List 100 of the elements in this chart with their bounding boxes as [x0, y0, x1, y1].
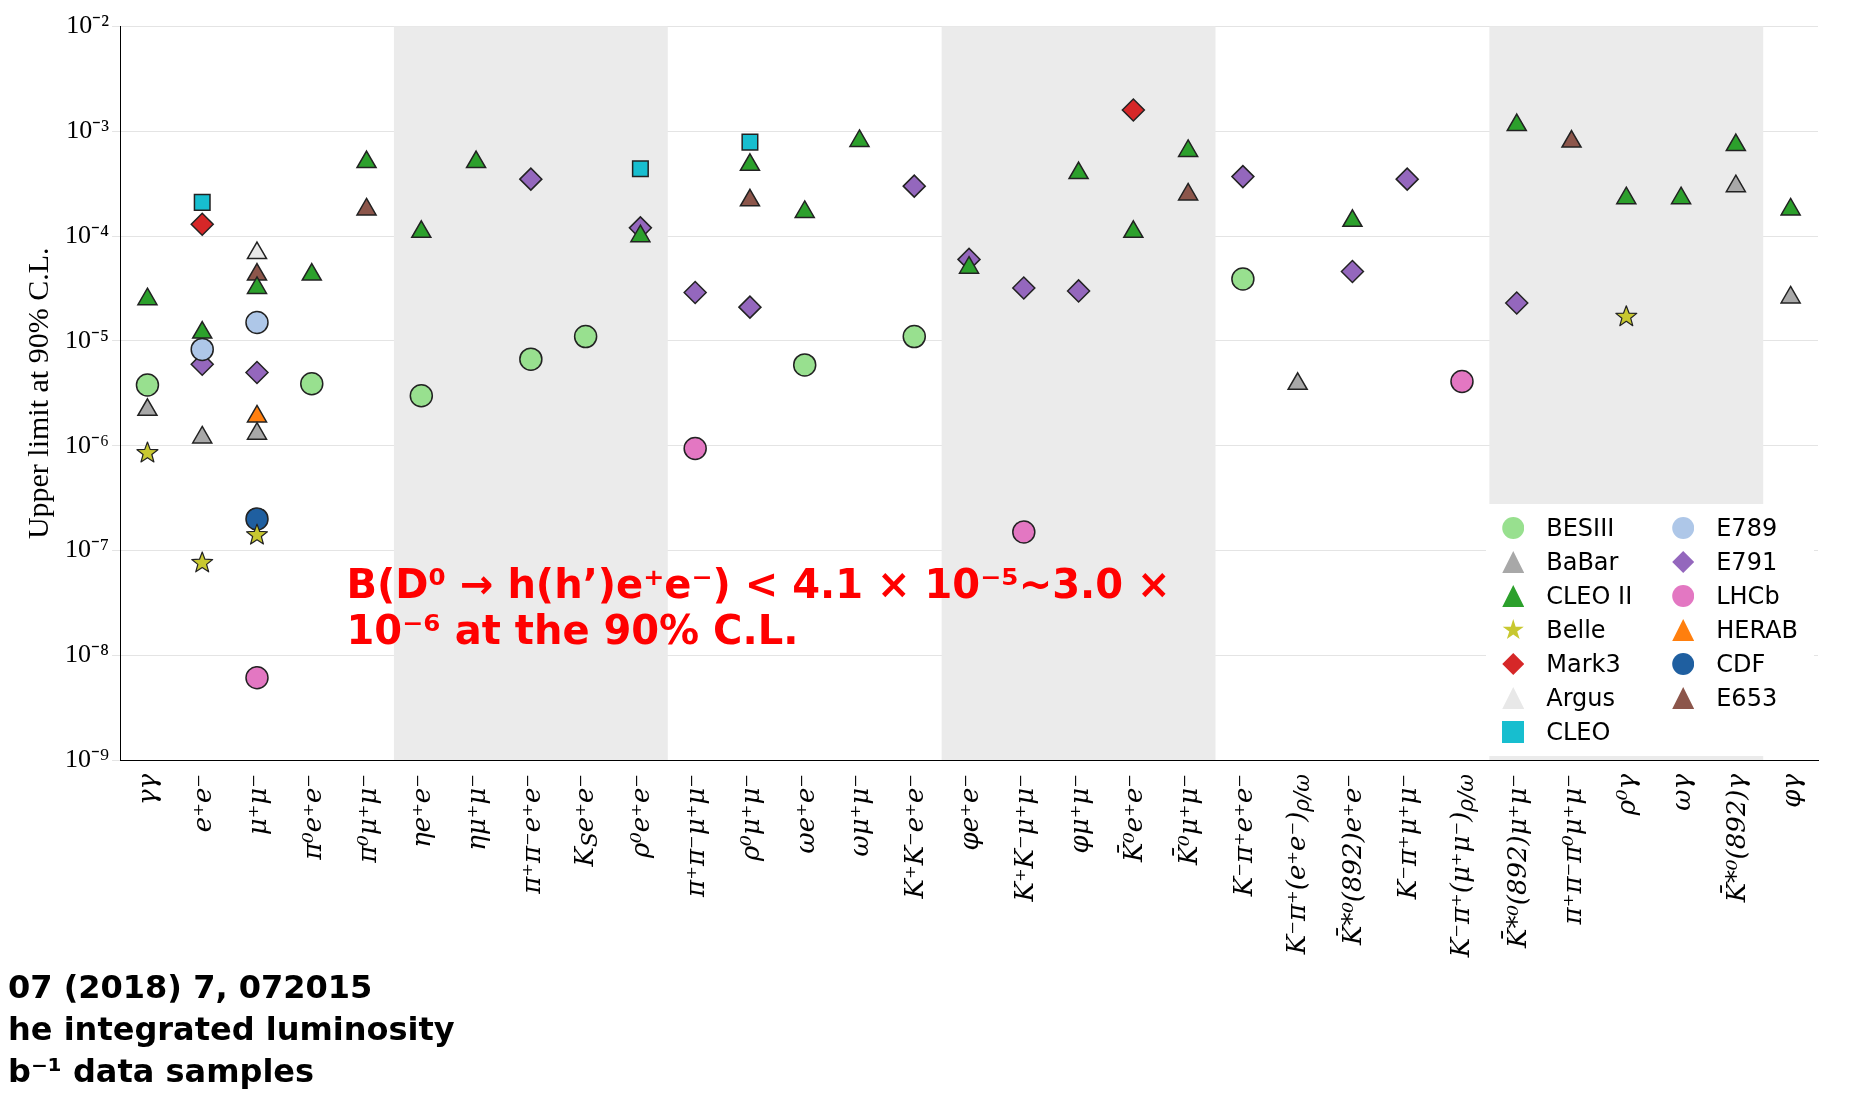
point — [465, 150, 487, 169]
y-tick-label: 10⁻⁷ — [64, 534, 110, 564]
x-tick-label: ρ⁰e⁺e⁻ — [625, 774, 656, 858]
point — [193, 193, 211, 211]
point — [190, 337, 214, 362]
x-tick-label: π⁺π⁻e⁺e⁻ — [515, 774, 546, 894]
point — [1395, 167, 1419, 191]
point — [794, 200, 815, 219]
x-tick-label: π⁰e⁺e⁻ — [296, 774, 327, 860]
y-tick-label: 10⁻³ — [66, 115, 110, 145]
legend-label: E653 — [1716, 684, 1778, 712]
x-tick-label: ηe⁺e⁻ — [406, 774, 437, 848]
y-tick-label: 10⁻⁵ — [64, 324, 110, 354]
annotation: B(D⁰ → h(h’)e⁺e⁻) < 4.1 × 10⁻⁵~3.0 × 10⁻⁶ at the 90% C.L. — [346, 560, 1172, 653]
x-tick-label: ωe⁺e⁻ — [789, 774, 820, 854]
text: he integrated luminosity — [8, 1010, 455, 1048]
point — [356, 197, 377, 216]
point — [246, 276, 268, 295]
point — [792, 353, 817, 377]
x-tick-label: μ⁺μ⁻ — [241, 774, 272, 836]
point — [958, 255, 980, 274]
point — [738, 295, 762, 319]
point — [1780, 197, 1801, 216]
point — [135, 373, 160, 397]
point — [245, 507, 269, 531]
point — [1616, 186, 1637, 205]
text: 07 (2018) 7, 072015 — [8, 968, 373, 1006]
point — [573, 324, 598, 349]
y-tick-label: 10⁻⁴ — [64, 219, 110, 249]
point — [1231, 267, 1255, 291]
legend-label: Argus — [1546, 684, 1616, 712]
legend-label: BaBar — [1546, 548, 1619, 576]
y-tick-label: 10⁻² — [66, 10, 110, 40]
legend-label: E791 — [1716, 548, 1778, 576]
point — [1506, 113, 1528, 132]
legend-label: E789 — [1716, 514, 1778, 542]
point — [849, 129, 870, 148]
x-tick-label: K⁻π⁺e⁺e⁻ — [1227, 774, 1258, 897]
point — [411, 220, 432, 239]
legend-label: Belle — [1546, 616, 1606, 644]
x-tick-label: K⁺K⁻e⁺e⁻ — [899, 774, 930, 899]
legend-label: CDF — [1716, 650, 1766, 678]
x-tick-label: ημ⁺μ⁻ — [461, 774, 492, 851]
x-tick-label: ωγ — [1666, 774, 1697, 811]
point — [739, 188, 761, 207]
x-tick-label: K̄*⁰(892)e⁺e⁻ — [1337, 774, 1368, 945]
point — [409, 383, 434, 408]
legend-label: HERAB — [1716, 616, 1798, 644]
point — [246, 241, 268, 260]
point — [1177, 139, 1199, 158]
y-tick-label: 10⁻⁶ — [64, 429, 110, 459]
point — [739, 153, 761, 172]
point — [1780, 285, 1801, 304]
point — [356, 150, 377, 169]
point — [1670, 186, 1692, 205]
point — [1066, 279, 1091, 303]
point — [191, 551, 214, 573]
x-tick-label: π⁺π⁻μ⁺μ⁻ — [680, 774, 711, 897]
point — [519, 347, 543, 371]
x-tick-label: K̄⁰μ⁺μ⁻ — [1173, 774, 1204, 866]
point — [245, 523, 269, 545]
x-tick-label: K⁺K⁻μ⁺μ⁻ — [1008, 774, 1039, 902]
point — [519, 167, 543, 191]
x-tick-label: ρ⁰μ⁺μ⁻ — [734, 774, 765, 861]
point — [137, 287, 158, 306]
x-tick-label: K̄*⁰(892)γ — [1720, 774, 1751, 903]
point — [1012, 276, 1036, 300]
point — [1123, 220, 1144, 239]
x-tick-label: π⁰μ⁺μ⁻ — [351, 774, 382, 863]
legend-label: CLEO II — [1546, 582, 1633, 610]
x-tick-label: ρ⁰γ — [1611, 774, 1642, 816]
point — [1505, 291, 1529, 315]
point — [683, 280, 707, 305]
point — [245, 360, 269, 385]
point — [1450, 369, 1474, 394]
point — [1342, 209, 1363, 228]
x-tick-label: e⁺e⁻ — [187, 774, 218, 833]
point — [1340, 259, 1365, 284]
point — [1068, 161, 1089, 180]
point — [741, 133, 759, 151]
y-axis-title: Upper limit at 90% C.L. — [20, 247, 54, 540]
point — [1725, 174, 1747, 193]
point — [1725, 133, 1747, 152]
legend-label: BESIII — [1546, 514, 1615, 542]
point — [902, 174, 927, 198]
x-tick-label: φμ⁺μ⁻ — [1063, 774, 1094, 854]
point — [902, 324, 927, 349]
point — [1287, 372, 1308, 391]
legend-label: LHCb — [1716, 582, 1780, 610]
x-tick-label: K̄⁰e⁺e⁻ — [1118, 774, 1149, 863]
point — [1012, 520, 1036, 544]
point — [245, 310, 269, 335]
y-tick-label: 10⁻⁸ — [64, 639, 110, 669]
point — [683, 436, 707, 461]
legend-label: Mark3 — [1546, 650, 1621, 678]
point — [1177, 182, 1199, 201]
point — [1231, 164, 1255, 189]
x-tick-label: γγ — [132, 774, 163, 806]
x-tick-label: K̄*⁰(892)μ⁺μ⁻ — [1501, 774, 1532, 949]
point — [301, 262, 323, 281]
